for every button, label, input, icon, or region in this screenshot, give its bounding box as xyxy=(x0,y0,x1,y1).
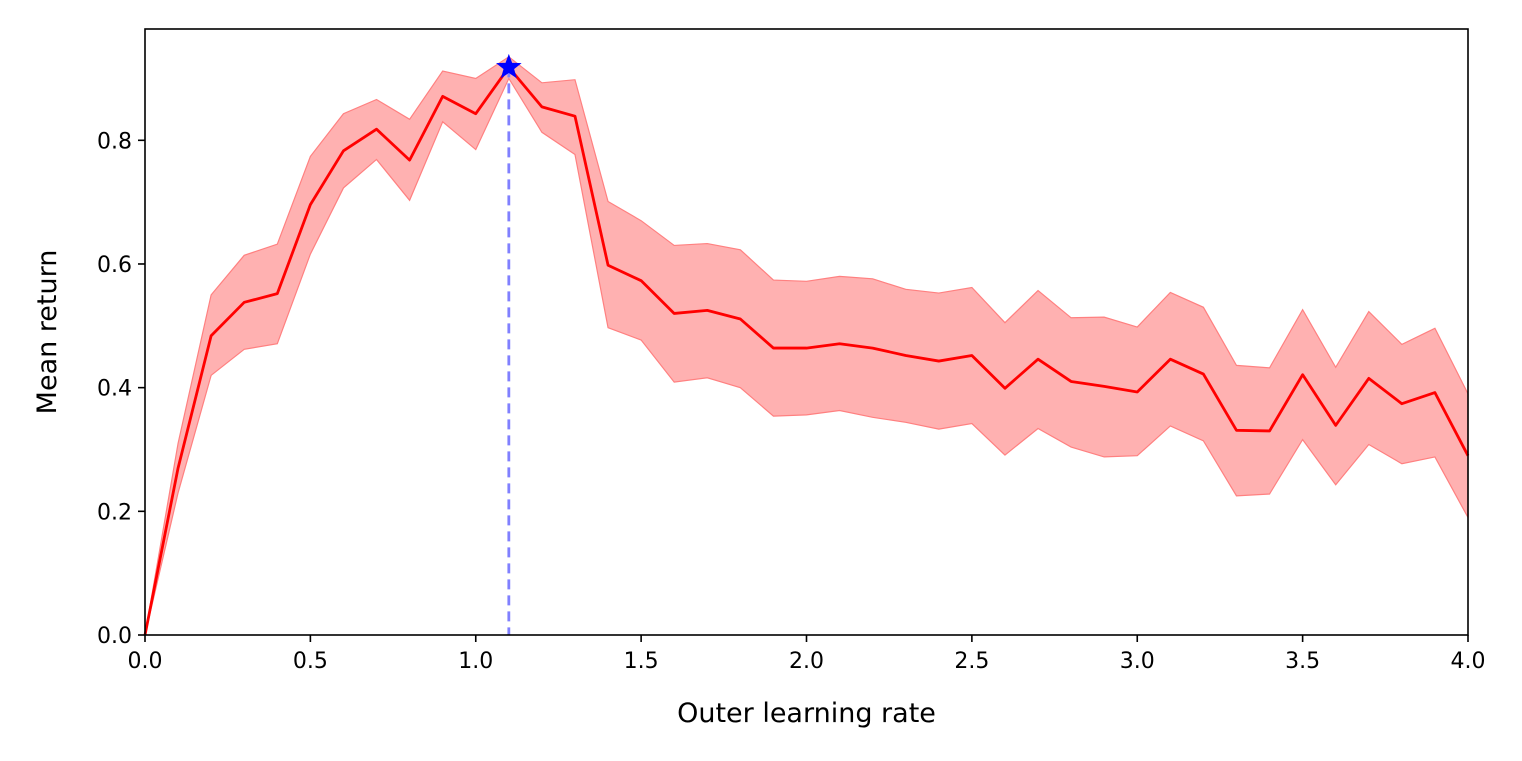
confidence-band-layer xyxy=(144,56,1469,636)
series-line-layer xyxy=(143,65,1470,636)
x-tick-label: 1.5 xyxy=(624,649,659,674)
best-star-marker xyxy=(496,53,522,79)
y-tick-label: 0.8 xyxy=(97,129,132,154)
marker-layer xyxy=(496,53,522,79)
x-tick-label: 4.0 xyxy=(1451,649,1486,674)
x-tick-label: 1.0 xyxy=(458,649,493,674)
y-axis-title: Mean return xyxy=(32,250,63,415)
x-tick-label: 2.0 xyxy=(789,649,824,674)
y-tick-label: 0.0 xyxy=(97,624,132,649)
mean-return-line xyxy=(143,65,1470,636)
x-tick-label: 0.0 xyxy=(128,649,163,674)
y-tick-label: 0.4 xyxy=(97,377,132,402)
y-axis-ticks: 0.0 0.2 0.4 0.6 0.8 xyxy=(97,129,145,649)
x-axis-ticks: 0.0 0.5 1.0 1.5 2.0 2.5 3.0 3.5 4.0 xyxy=(128,635,1486,674)
x-tick-label: 0.5 xyxy=(293,649,328,674)
x-tick-label: 3.5 xyxy=(1285,649,1320,674)
y-tick-label: 0.6 xyxy=(97,253,132,278)
y-tick-label: 0.2 xyxy=(97,500,132,525)
x-tick-label: 2.5 xyxy=(954,649,989,674)
confidence-band xyxy=(144,56,1469,636)
x-tick-label: 3.0 xyxy=(1120,649,1155,674)
x-axis-title: Outer learning rate xyxy=(677,698,936,729)
